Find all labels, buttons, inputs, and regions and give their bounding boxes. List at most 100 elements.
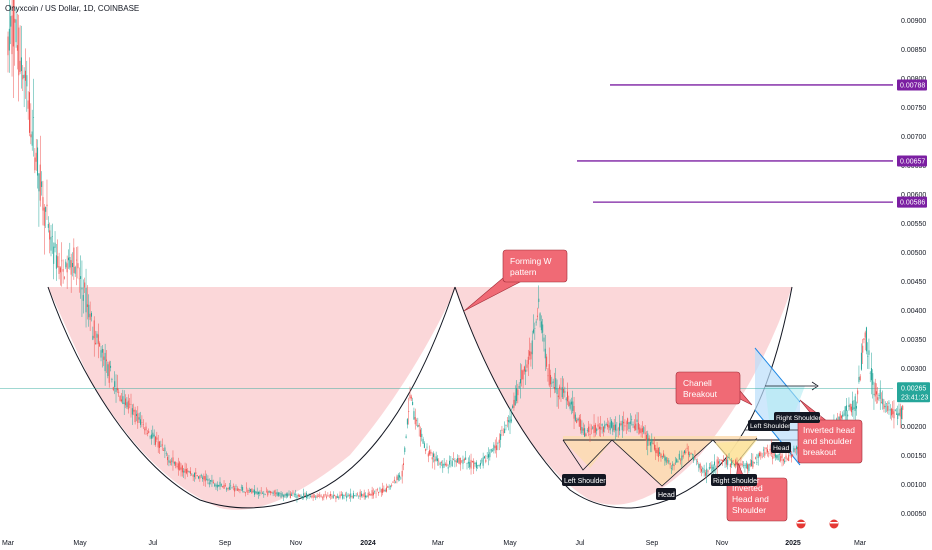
y-tick-label: 0.00300 — [901, 366, 926, 373]
hs-breakout-line-1: Inverted head — [803, 425, 855, 435]
candle-body — [316, 495, 318, 498]
candle-body — [644, 432, 646, 435]
level-label: 0.00657 — [900, 158, 925, 165]
candle-body — [339, 494, 341, 498]
candle-body — [234, 487, 236, 492]
candle-body — [504, 428, 506, 433]
candle-body — [859, 376, 861, 381]
candle-body — [354, 495, 356, 496]
candle-body — [604, 424, 606, 429]
candle-body — [366, 495, 368, 497]
candle-body — [397, 474, 399, 480]
candle-body — [470, 459, 472, 469]
x-axis[interactable]: Mar May Jul Sep Nov 2024 Mar May Jul Sep Nov 2025 Ma… — [2, 540, 867, 547]
inverted-hs-line-3: Shoulder — [732, 505, 766, 515]
level-label-box — [897, 196, 927, 208]
candle-body — [208, 482, 210, 485]
inverted-hs-callout[interactable]: Inverted Head and Shoulder — [726, 461, 788, 522]
candle-body — [496, 445, 498, 451]
candle-body — [777, 454, 779, 461]
candle-body — [251, 488, 253, 494]
candle-body — [363, 492, 365, 498]
current-price-value: 0.00265 — [901, 385, 926, 392]
candle-body — [710, 467, 712, 469]
candle-body — [592, 427, 594, 429]
candle-body — [346, 495, 348, 498]
chanell-breakout-callout[interactable]: Chanell Breakout — [675, 371, 753, 406]
candle-body — [15, 19, 17, 43]
candle-body — [703, 469, 705, 473]
candle-body — [478, 464, 480, 466]
candle-body — [59, 267, 61, 273]
pattern-tags: Left Shoulder Head Right Shoulder Left S… — [562, 412, 822, 500]
inverted-hs-line-2: Head and — [732, 494, 769, 504]
candle-body — [392, 481, 394, 483]
candle-body — [550, 374, 552, 385]
candle-body — [362, 494, 364, 496]
level-labels: 0.00788 0.00657 0.00586 — [897, 79, 927, 208]
forming-w-callout[interactable]: Forming W pattern — [463, 249, 568, 312]
candle-body — [111, 378, 113, 380]
candle-body — [62, 269, 64, 272]
us-flag-icon-2[interactable] — [828, 518, 840, 530]
candle-body — [163, 450, 165, 451]
candle-body — [639, 427, 641, 433]
candle-body — [687, 451, 689, 455]
candle-body — [38, 173, 40, 192]
candle-body — [486, 455, 488, 457]
candle-body — [699, 464, 701, 470]
candle-body — [55, 255, 57, 269]
candle-body — [716, 459, 718, 468]
candle-body — [153, 434, 155, 437]
candle-body — [616, 429, 618, 431]
candle-body — [122, 396, 124, 404]
candle-body — [867, 355, 869, 357]
candle-body — [685, 451, 687, 454]
candle-body — [371, 490, 373, 496]
candle-body — [749, 463, 751, 466]
candle-body — [898, 412, 900, 416]
candle-body — [206, 478, 208, 480]
candle-body — [793, 447, 795, 452]
candle-body — [323, 494, 325, 498]
candle-body — [850, 406, 852, 413]
candle-body — [312, 494, 314, 498]
candle-body — [199, 476, 201, 479]
candle-body — [404, 447, 406, 452]
candle-body — [360, 493, 362, 497]
candle-body — [772, 456, 774, 459]
event-markers[interactable] — [795, 518, 840, 530]
candle-body — [81, 287, 83, 290]
candle-body — [93, 320, 95, 339]
candle-body — [523, 366, 525, 372]
candle-body — [563, 388, 565, 393]
candle-body — [408, 411, 410, 413]
candle-body — [864, 332, 866, 338]
candle-body — [663, 453, 665, 457]
candle-body — [88, 304, 90, 318]
candle-body — [215, 484, 217, 487]
candle-body — [518, 386, 520, 388]
y-axis[interactable]: 0.009000.008500.008000.007500.007000.006… — [901, 18, 926, 518]
y-tick-label: 0.00550 — [901, 221, 926, 228]
candle-body — [395, 481, 397, 483]
candle-body — [875, 391, 877, 395]
candle-body — [31, 131, 33, 146]
candle-body — [69, 257, 71, 268]
candle-body — [90, 312, 92, 317]
candle-body — [438, 460, 440, 462]
right-shoulder-small-tag: Right Shoulder — [776, 415, 822, 422]
us-flag-icon[interactable] — [795, 518, 807, 530]
candle-body — [474, 462, 476, 464]
y-tick-label: 0.00400 — [901, 308, 926, 315]
y-tick-label: 0.00650 — [901, 163, 926, 170]
candle-body — [513, 399, 515, 408]
candle-body — [380, 489, 382, 493]
candle-body — [574, 414, 576, 421]
candle-body — [723, 459, 725, 461]
inverted-hs-breakout-callout[interactable]: Inverted head and shoulder breakout — [797, 399, 863, 464]
candle-body — [219, 481, 221, 487]
candle-body — [719, 461, 721, 463]
candle-body — [447, 467, 449, 469]
